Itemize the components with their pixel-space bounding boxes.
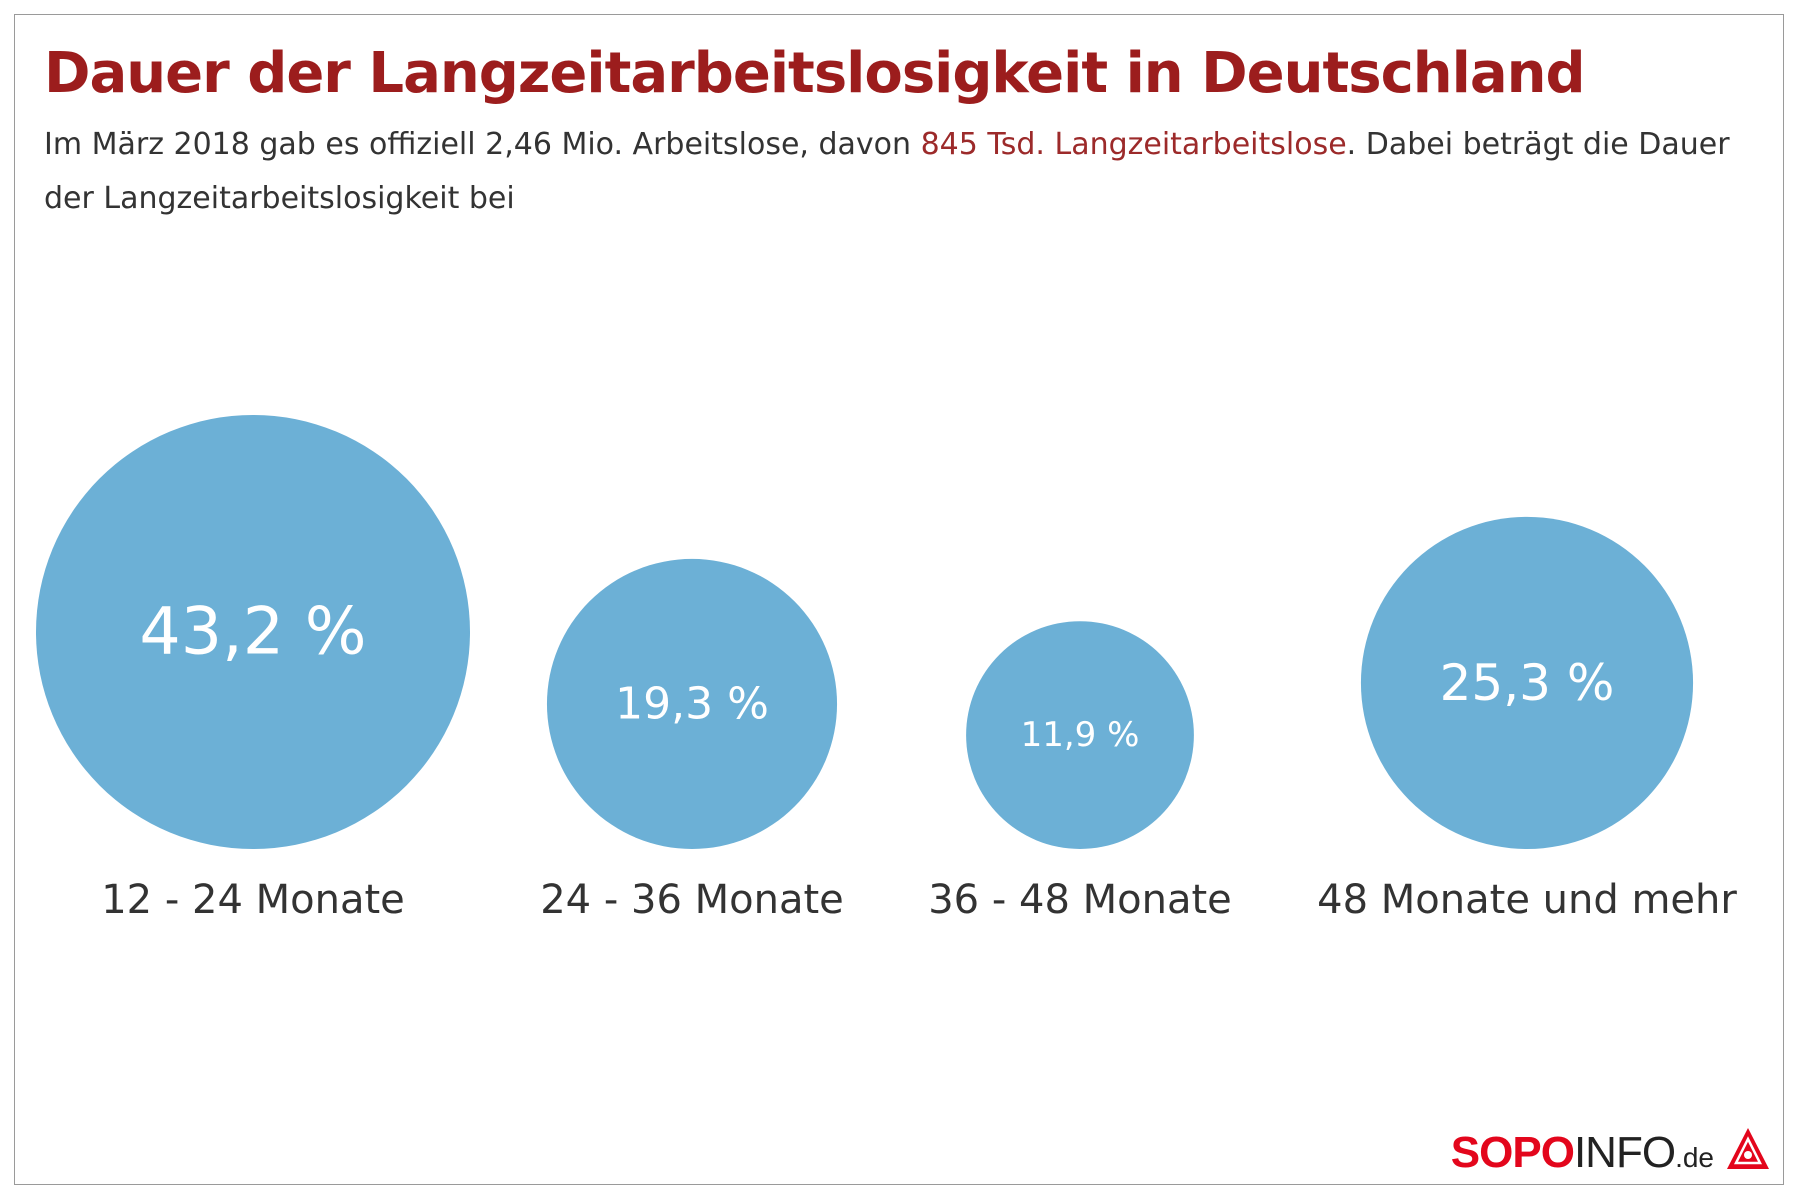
bubble-value-label: 43,2 % bbox=[139, 595, 366, 670]
logo-sopo: SOPO bbox=[1450, 1128, 1575, 1177]
category-label: 12 - 24 Monate bbox=[101, 877, 405, 923]
bubble-value-label: 11,9 % bbox=[1021, 715, 1140, 755]
category-label: 24 - 36 Monate bbox=[540, 877, 844, 923]
ig-metall-logo-icon bbox=[1727, 1128, 1769, 1169]
logo-de: .de bbox=[1675, 1142, 1714, 1173]
subtitle-highlight: 845 Tsd. Langzeitarbeitslose bbox=[920, 127, 1347, 162]
logo-info: INFO bbox=[1573, 1128, 1676, 1177]
bubble bbox=[1360, 516, 1694, 849]
bubble-value-label: 19,3 % bbox=[615, 678, 769, 729]
chart-title: Dauer der Langzeitarbeitslosigkeit in De… bbox=[44, 41, 1586, 106]
chart-subtitle: Im März 2018 gab es offiziell 2,46 Mio. … bbox=[44, 118, 1764, 226]
logo-wordmark: SOPOINFO.de bbox=[1451, 1131, 1714, 1175]
sopoinfo-logo: SOPOINFO.de bbox=[1451, 1125, 1772, 1175]
bubble-value-label: 25,3 % bbox=[1440, 654, 1615, 712]
category-label: 48 Monate und mehr bbox=[1317, 877, 1737, 923]
bubble bbox=[966, 621, 1194, 850]
category-label: 36 - 48 Monate bbox=[928, 877, 1232, 923]
subtitle-text-post: . Dabei beträgt die Dauer der Langzeitar… bbox=[44, 127, 1730, 216]
bubble bbox=[546, 558, 838, 849]
subtitle-text-pre: Im März 2018 gab es offiziell 2,46 Mio. … bbox=[44, 127, 921, 162]
bubble bbox=[36, 415, 470, 849]
